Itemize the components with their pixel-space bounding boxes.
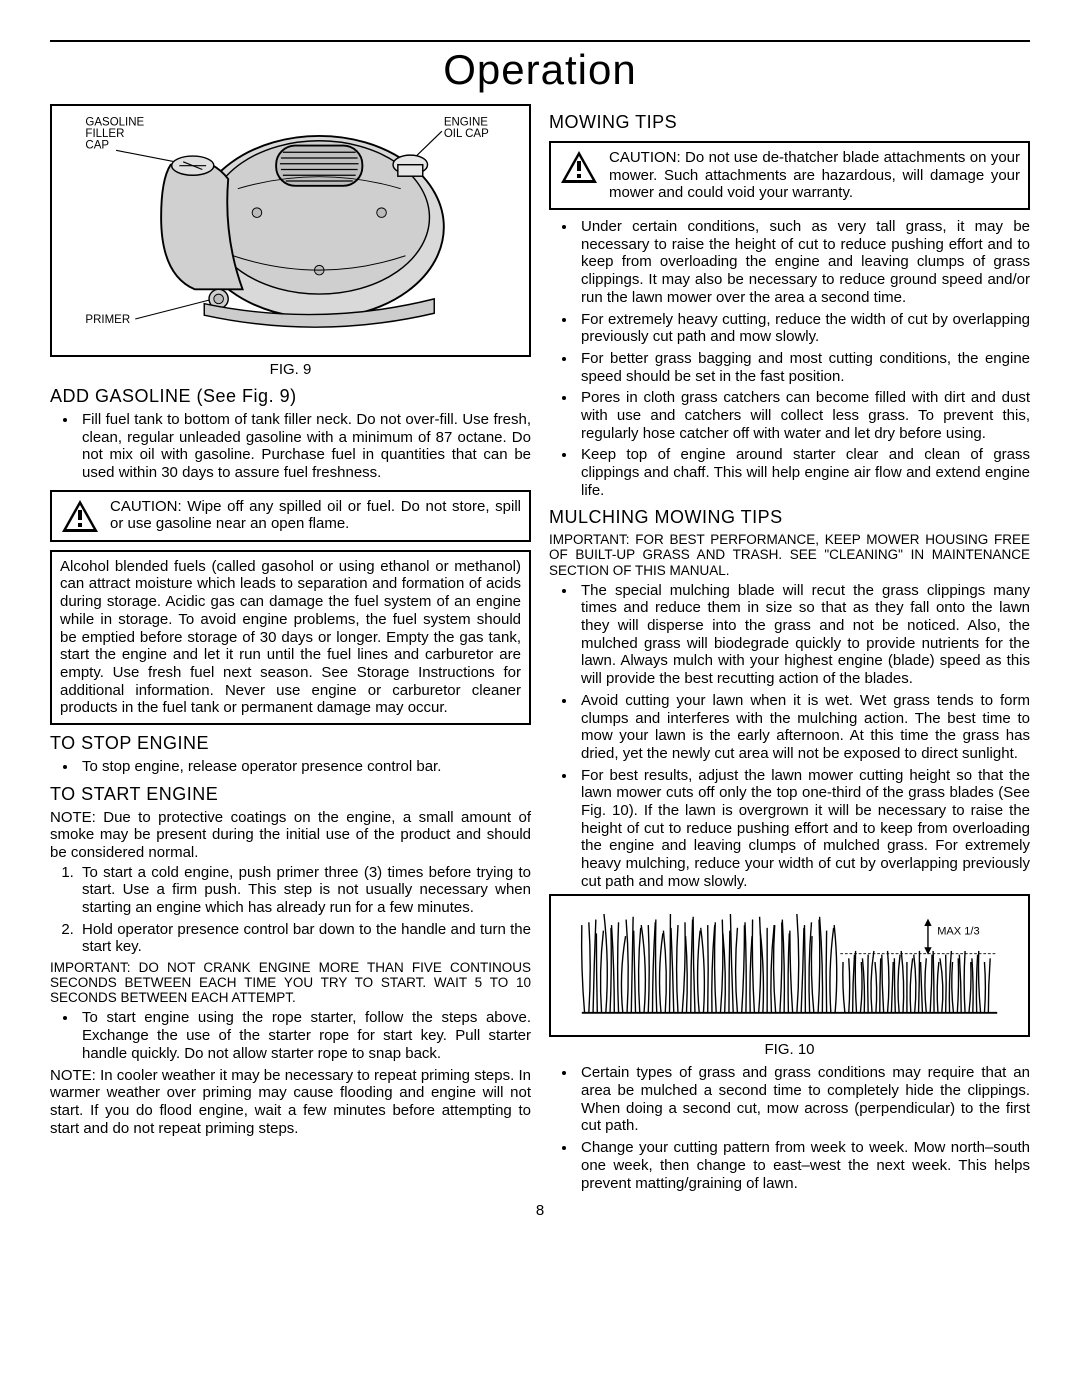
add-gasoline-list: Fill fuel tank to bottom of tank filler …	[50, 411, 531, 482]
heading-stop-engine: TO STOP ENGINE	[50, 733, 531, 754]
grass-diagram: MAX 1/3	[559, 902, 1020, 1022]
list-item: Keep top of engine around starter clear …	[577, 446, 1030, 499]
page-rule	[50, 40, 1030, 42]
page-number: 8	[50, 1202, 1030, 1219]
svg-text:FILLER: FILLER	[85, 128, 124, 140]
heading-mowing-tips: MOWING TIPS	[549, 112, 1030, 133]
caution-text: CAUTION: Wipe off any spilled oil or fue…	[110, 498, 521, 533]
list-item: For best results, adjust the lawn mower …	[577, 767, 1030, 891]
figure-10-caption: FIG. 10	[549, 1041, 1030, 1058]
svg-text:OIL CAP: OIL CAP	[444, 128, 489, 140]
stop-engine-list: To stop engine, release operator presenc…	[50, 758, 531, 776]
caution-dethatcher: CAUTION: Do not use de-thatcher blade at…	[549, 141, 1030, 210]
start-engine-steps: To start a cold engine, push primer thre…	[50, 864, 531, 956]
info-text: Alcohol blended fuels (called gasohol or…	[60, 558, 521, 717]
right-column: MOWING TIPS CAUTION: Do not use de-thatc…	[549, 104, 1030, 1196]
label-primer: PRIMER	[85, 314, 130, 326]
list-item: For extremely heavy cutting, reduce the …	[577, 311, 1030, 346]
list-item: Fill fuel tank to bottom of tank filler …	[78, 411, 531, 482]
mulching-list-top: The special mulching blade will recut th…	[549, 582, 1030, 891]
warning-icon	[60, 498, 100, 534]
list-item: Hold operator presence control bar down …	[78, 921, 531, 956]
start-engine-important: IMPORTANT: DO NOT CRANK ENGINE MORE THAN…	[50, 960, 531, 1005]
start-engine-note: NOTE: Due to protective coatings on the …	[50, 809, 531, 862]
heading-add-gasoline: ADD GASOLINE (See Fig. 9)	[50, 386, 531, 407]
start-engine-rope-list: To start engine using the rope starter, …	[50, 1009, 531, 1062]
caution-gasoline: CAUTION: Wipe off any spilled oil or fue…	[50, 490, 531, 542]
label-engine-oil-cap: ENGINE	[444, 116, 488, 128]
figure-9-caption: FIG. 9	[50, 361, 531, 378]
label-gasoline-filler-cap: GASOLINE	[85, 116, 144, 128]
mulching-important: IMPORTANT: FOR BEST PERFORMANCE, KEEP MO…	[549, 532, 1030, 577]
label-max-one-third: MAX 1/3	[937, 926, 979, 938]
start-engine-note2: NOTE: In cooler weather it may be necess…	[50, 1067, 531, 1138]
mulching-list-bottom: Certain types of grass and grass conditi…	[549, 1064, 1030, 1192]
figure-9-box: GASOLINE FILLER CAP ENGINE OIL CAP PRIME…	[50, 104, 531, 357]
list-item: To start engine using the rope starter, …	[78, 1009, 531, 1062]
list-item: Under certain conditions, such as very t…	[577, 218, 1030, 306]
list-item: Certain types of grass and grass conditi…	[577, 1064, 1030, 1135]
list-item: To start a cold engine, push primer thre…	[78, 864, 531, 917]
two-column-layout: GASOLINE FILLER CAP ENGINE OIL CAP PRIME…	[50, 104, 1030, 1196]
mowing-tips-list: Under certain conditions, such as very t…	[549, 218, 1030, 499]
heading-mulching: MULCHING MOWING TIPS	[549, 507, 1030, 528]
left-column: GASOLINE FILLER CAP ENGINE OIL CAP PRIME…	[50, 104, 531, 1196]
warning-icon	[559, 149, 599, 185]
figure-10-box: MAX 1/3	[549, 894, 1030, 1037]
list-item: To stop engine, release operator presenc…	[78, 758, 531, 776]
list-item: For better grass bagging and most cuttin…	[577, 350, 1030, 385]
list-item: Change your cutting pattern from week to…	[577, 1139, 1030, 1192]
list-item: The special mulching blade will recut th…	[577, 582, 1030, 688]
page-title: Operation	[50, 46, 1030, 94]
engine-diagram: GASOLINE FILLER CAP ENGINE OIL CAP PRIME…	[60, 112, 521, 342]
list-item: Avoid cutting your lawn when it is wet. …	[577, 692, 1030, 763]
alcohol-fuel-info: Alcohol blended fuels (called gasohol or…	[50, 550, 531, 725]
svg-text:CAP: CAP	[85, 139, 109, 151]
list-item: Pores in cloth grass catchers can become…	[577, 389, 1030, 442]
heading-start-engine: TO START ENGINE	[50, 784, 531, 805]
caution-text: CAUTION: Do not use de-thatcher blade at…	[609, 149, 1020, 202]
